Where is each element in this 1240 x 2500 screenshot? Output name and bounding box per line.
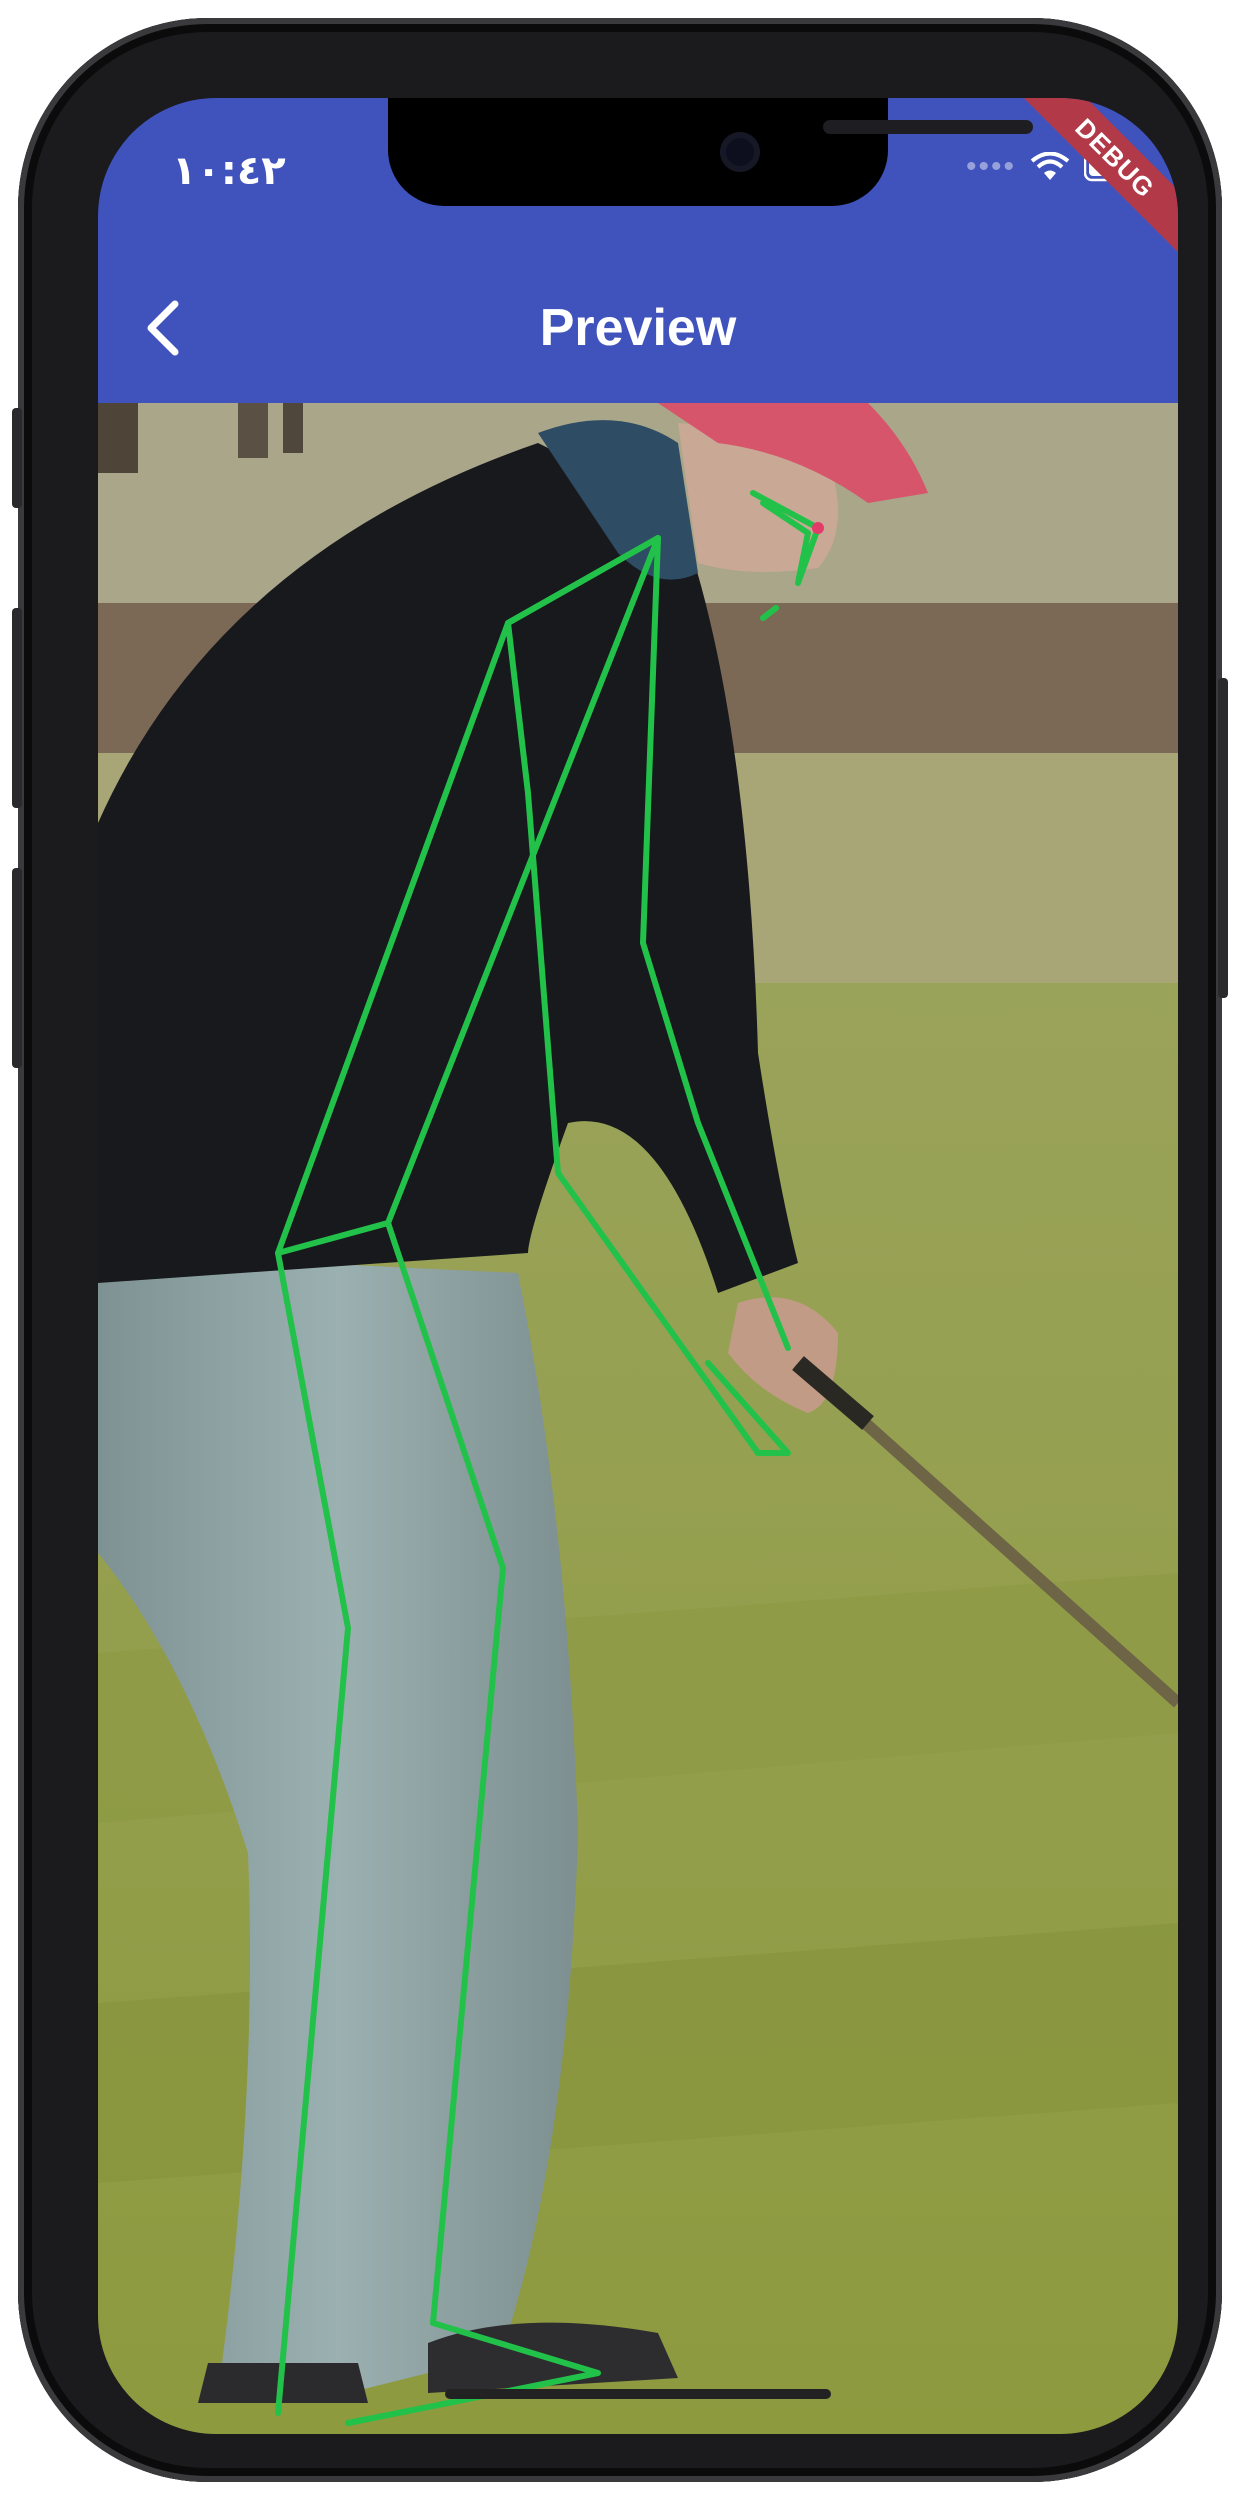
pose-right-arm <box>640 535 791 1351</box>
tree-trunk <box>98 403 138 473</box>
earpiece-speaker <box>823 120 1033 134</box>
home-indicator[interactable] <box>445 2389 831 2399</box>
pose-preview-image <box>98 403 1178 2434</box>
device-screen: ١٠:٤٢ •••• <box>98 98 1178 2434</box>
front-camera <box>720 132 760 172</box>
signal-dots-icon: •••• <box>965 150 1016 183</box>
page-title: Preview <box>539 299 737 357</box>
pose-ear-tick <box>760 605 779 621</box>
power-button <box>1218 678 1228 998</box>
golf-club-grip <box>792 1356 874 1430</box>
pose-left-arm <box>505 620 791 1456</box>
pose-shoulder-line <box>505 535 661 626</box>
golfer-pants <box>98 1253 578 2393</box>
back-button[interactable] <box>128 293 198 363</box>
tree-trunk <box>283 403 303 453</box>
pose-keypoint-nose <box>812 522 824 534</box>
silent-switch <box>12 408 22 508</box>
chevron-left-icon <box>147 300 179 356</box>
pose-left-leg <box>275 1250 351 2416</box>
volume-down-button <box>12 868 22 1068</box>
wifi-icon <box>1030 152 1070 180</box>
phone-frame: ١٠:٤٢ •••• <box>12 18 1228 2482</box>
golfer-cap <box>658 403 928 503</box>
golfer-jacket <box>98 443 798 1293</box>
volume-up-button <box>12 608 22 808</box>
tree-trunk <box>238 403 268 458</box>
status-time: ١٠:٤٢ <box>172 148 286 194</box>
pose-face-lines <box>750 490 821 586</box>
notch <box>388 98 1033 206</box>
app-bar: ١٠:٤٢ •••• <box>98 98 1178 403</box>
